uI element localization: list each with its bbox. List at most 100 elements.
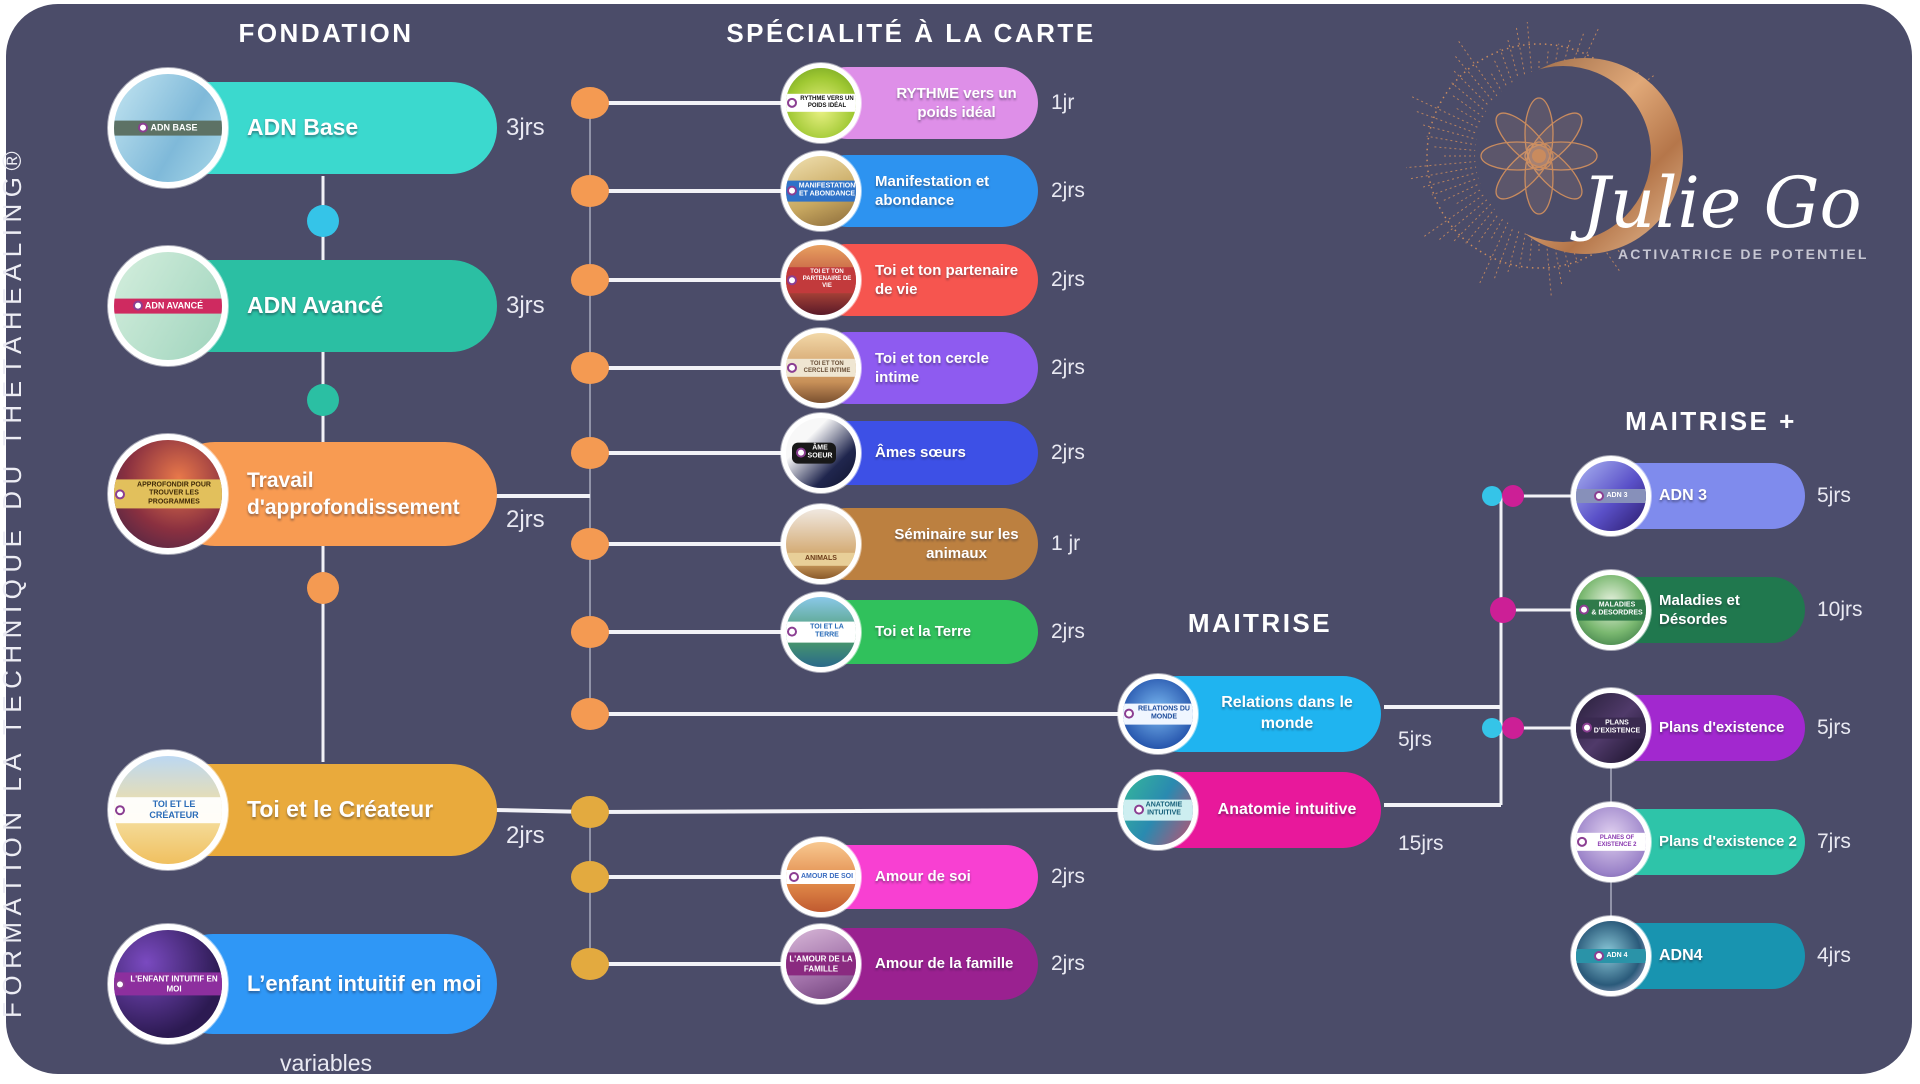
thetahealing-ring-icon xyxy=(787,275,797,285)
course-badge: L'AMOUR DE LA FAMILLE xyxy=(781,924,861,1004)
course-adn4: ADN4 ADN 4 4jrs xyxy=(1571,916,1871,996)
course-label: RYTHME vers un poids idéal xyxy=(896,84,1017,122)
course-badge: L'ENFANT INTUITIF EN MOI xyxy=(108,924,228,1044)
course-label: ADN4 xyxy=(1659,946,1703,964)
course-days: variables xyxy=(279,1050,373,1076)
course-adn-base: ADN Base ADN BASE 3jrs xyxy=(108,68,628,188)
thetahealing-ring-icon xyxy=(1594,491,1605,501)
course-adn3: ADN 3 ADN 3 5jrs xyxy=(1571,456,1871,536)
course-label: L’enfant intuitif en moi xyxy=(247,970,482,996)
thetahealing-ring-icon xyxy=(1133,805,1144,815)
course-label: Âmes sœurs xyxy=(875,444,966,462)
course-maladies-desordes: Maladies et Désordes MALADIES & DESORDRE… xyxy=(1571,570,1871,650)
thetahealing-ring-icon xyxy=(787,363,797,373)
course-days: 3jrs xyxy=(506,292,545,319)
course-label: Amour de soi xyxy=(875,868,971,886)
course-days: 5jrs xyxy=(1398,728,1432,751)
course-partenaire-de-vie: Toi et ton partenaire de vie TOI ET TON … xyxy=(781,240,1111,320)
badge-text: L'ENFANT INTUITIF EN MOI xyxy=(130,974,218,993)
course-days: 7jrs xyxy=(1817,830,1851,853)
badge-text: L'AMOUR DE LA FAMILLE xyxy=(789,954,853,973)
course-label: Plans d'existence 2 xyxy=(1659,833,1797,851)
course-label: Travail d'approfondissement xyxy=(247,468,460,519)
course-days: 2jrs xyxy=(506,506,545,534)
badge-text: TOI ET TON PARTENAIRE DE VIE xyxy=(802,269,852,290)
course-createur: Toi et le Créateur TOI ET LE CRÉATEUR 2j… xyxy=(108,750,628,870)
course-cercle-intime: Toi et ton cercle intime TOI ET TON CERC… xyxy=(781,328,1111,408)
course-days: 5jrs xyxy=(1817,716,1851,739)
course-anatomie-intuitive: Anatomie intuitive ANATOMIE INTUITIVE 15… xyxy=(1118,770,1444,855)
thetahealing-ring-icon xyxy=(788,872,799,882)
course-label: Manifestation et abondance xyxy=(875,172,990,210)
badge-text: TOI ET LA TERRE xyxy=(810,623,844,639)
badge-text: AMOUR DE SOI xyxy=(800,872,854,880)
thetahealing-ring-icon xyxy=(787,98,797,108)
course-days: 2jrs xyxy=(1051,952,1085,975)
side-title: FORMATION LA TECHNIQUE DU THETAHEALING® xyxy=(0,144,27,1018)
thetahealing-ring-icon xyxy=(138,122,149,133)
badge-text: TOI ET TON CERCLE INTIME xyxy=(803,360,851,374)
course-badge: ADN 3 xyxy=(1571,456,1651,536)
course-amour-famille: Amour de la famille L'AMOUR DE LA FAMILL… xyxy=(781,924,1111,1004)
julie-go-logo-emblem xyxy=(1406,22,1683,297)
course-label: Toi et la Terre xyxy=(875,623,972,641)
course-days: 2jrs xyxy=(1051,356,1085,379)
badge-text: MALADIES & DESORDRES xyxy=(1591,601,1643,617)
course-label: Séminaire sur les animaux xyxy=(894,525,1019,563)
course-seminaire-animaux: Séminaire sur les animaux ANIMALS 1 jr xyxy=(781,504,1111,584)
course-badge: ADN AVANCÉ xyxy=(108,246,228,366)
thetahealing-ring-icon xyxy=(1594,951,1605,961)
thetahealing-ring-icon xyxy=(132,300,143,311)
badge-text: PLANES OF EXISTENCE 2 xyxy=(1597,834,1637,848)
badge-text: ADN BASE xyxy=(150,122,198,133)
thetahealing-ring-icon xyxy=(115,488,125,499)
course-badge: TOI ET TON CERCLE INTIME xyxy=(781,328,861,408)
course-days: 4jrs xyxy=(1817,944,1851,967)
course-badge: PLANS D'EXISTENCE xyxy=(1571,688,1651,768)
course-days: 2jrs xyxy=(1051,620,1085,643)
header-fondation: FONDATION xyxy=(238,18,414,48)
thetahealing-ring-icon xyxy=(115,979,125,989)
badge-text: ADN AVANCÉ xyxy=(144,300,204,311)
course-badge: ÂME SOEUR xyxy=(781,413,861,493)
badge-text: APPROFONDIR POUR TROUVER LES PROGRAMMES xyxy=(137,481,211,506)
badge-text: RYTHME VERS UN POIDS IDÉAL xyxy=(800,95,854,109)
course-amour-de-soi: Amour de soi AMOUR DE SOI 2jrs xyxy=(781,837,1111,917)
course-badge: APPROFONDIR POUR TROUVER LES PROGRAMMES xyxy=(108,434,228,554)
course-plans-existence: Plans d'existence PLANS D'EXISTENCE 5jrs xyxy=(1571,688,1871,768)
header-maitrise-plus: MAITRISE + xyxy=(1625,406,1797,436)
course-badge: RYTHME VERS UN POIDS IDÉAL xyxy=(781,63,861,143)
course-days: 3jrs xyxy=(506,114,545,141)
thetahealing-ring-icon xyxy=(1581,723,1592,733)
thetahealing-ring-icon xyxy=(115,805,125,815)
course-label: ADN Base xyxy=(247,114,359,141)
course-label: Toi et le Créateur xyxy=(247,796,434,823)
course-badge: MALADIES & DESORDRES xyxy=(1571,570,1651,650)
course-badge: TOI ET LA TERRE xyxy=(781,592,861,672)
course-days: 2jrs xyxy=(1051,865,1085,888)
course-badge: TOI ET LE CRÉATEUR xyxy=(108,750,228,870)
course-label: Maladies et Désordes xyxy=(1659,591,1740,629)
thetahealing-ring-icon xyxy=(1124,709,1134,719)
logo-name: Julie Go xyxy=(1582,162,1862,244)
thetahealing-ring-icon xyxy=(795,448,806,458)
course-adn-avance: ADN Avancé ADN AVANCÉ 3jrs xyxy=(108,246,628,366)
course-label: Amour de la famille xyxy=(875,955,1014,973)
badge-text: TOI ET LE CRÉATEUR xyxy=(149,799,199,820)
course-days: 10jrs xyxy=(1817,598,1863,621)
badge-text: ADN 3 xyxy=(1606,491,1628,499)
course-badge: ANATOMIE INTUITIVE xyxy=(1118,770,1198,850)
thetahealing-ring-icon xyxy=(787,627,797,637)
course-days: 1 jr xyxy=(1051,532,1081,555)
course-days: 2jrs xyxy=(506,822,545,850)
thetahealing-ring-icon xyxy=(786,186,797,196)
header-specialite: SPÉCIALITÉ À LA CARTE xyxy=(726,18,1096,48)
course-manifestation-abondance: Manifestation et abondance MANIFESTATION… xyxy=(781,151,1111,231)
course-days: 1jr xyxy=(1051,91,1075,114)
course-badge: ANIMALS xyxy=(781,504,861,584)
course-badge: MANIFESTATION ET ABONDANCE xyxy=(781,151,861,231)
thetahealing-ring-icon xyxy=(1579,605,1590,615)
course-label: Anatomie intuitive xyxy=(1217,800,1357,818)
course-travail: Travail d'approfondissement APPROFONDIR … xyxy=(108,434,628,554)
course-relations-monde: Relations dans le monde RELATIONS DU MON… xyxy=(1118,674,1432,754)
